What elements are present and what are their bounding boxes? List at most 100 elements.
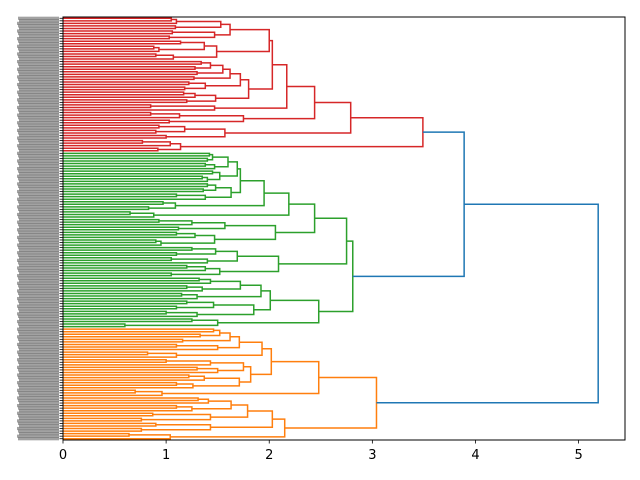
dendrogram-link [207, 250, 239, 262]
leaf-label [19, 309, 59, 313]
leaf-label [18, 429, 59, 433]
leaf-label [18, 161, 59, 166]
leaf-label [17, 59, 59, 64]
dendrogram-link [63, 206, 150, 211]
leaf-label [18, 54, 59, 59]
dendrogram-link [210, 410, 274, 429]
dendrogram-link [63, 226, 180, 231]
leaf-label [19, 263, 59, 268]
leaf-label [17, 212, 59, 217]
dendrogram-link [63, 257, 173, 262]
leaf-label [17, 144, 59, 148]
leaf-label [18, 47, 59, 51]
leaf-label [18, 39, 59, 43]
dendrogram-link [63, 175, 203, 180]
leaf-label [18, 307, 59, 311]
dendrogram-link [160, 234, 216, 244]
dendrogram-link [169, 114, 245, 123]
leaf-label [18, 108, 59, 112]
leaf-label [17, 197, 59, 201]
leaf-label [19, 294, 59, 298]
dendrogram-link [253, 290, 272, 311]
dendrogram-link [63, 99, 188, 104]
dendrogram-link [63, 277, 200, 282]
leaf-label [19, 118, 59, 122]
leaf-label [18, 154, 59, 158]
leaf-label [19, 19, 59, 23]
leaf-label [19, 88, 59, 92]
leaf-label [17, 21, 59, 25]
leaf-label [18, 268, 59, 273]
leaf-label [19, 233, 59, 237]
leaf-label [18, 414, 59, 418]
leaf-label [17, 82, 59, 87]
leaf-label [17, 174, 59, 178]
dendrogram-link [63, 381, 178, 386]
leaf-label [19, 240, 59, 245]
leaf-label [19, 248, 59, 252]
plot-frame [62, 16, 626, 441]
leaf-label [18, 437, 59, 441]
leaf-label [19, 141, 59, 145]
dendrogram-link [318, 240, 354, 313]
leaf-labels [17, 16, 63, 441]
leaf-label [17, 319, 59, 324]
leaf-label [17, 235, 59, 240]
leaf-label [18, 353, 59, 357]
dendrogram-link [63, 246, 193, 251]
leaf-label [18, 169, 59, 173]
leaf-label [19, 80, 59, 84]
dendrogram-link [173, 45, 218, 58]
leaf-label [17, 159, 59, 163]
leaf-label [19, 187, 59, 191]
dendrogram-link [176, 341, 263, 357]
dendrogram-link [63, 193, 178, 198]
leaf-label [17, 205, 59, 209]
leaf-label [17, 98, 59, 102]
dendrogram-link [63, 40, 182, 45]
dendrogram-link [217, 336, 241, 349]
leaf-label [18, 138, 59, 143]
dendrogram-link [63, 139, 144, 144]
x-axis: 0 1 2 3 4 5 [59, 440, 583, 463]
leaf-label [18, 131, 59, 135]
dendrogram-link [63, 412, 154, 417]
leaf-label [18, 299, 59, 303]
leaf-label [19, 225, 59, 229]
dendrogram-link [63, 188, 204, 193]
leaf-label [18, 85, 59, 89]
dendrogram-link [63, 71, 198, 76]
leaf-label [18, 391, 59, 395]
leaf-label [17, 335, 59, 339]
leaf-label [19, 340, 59, 344]
leaf-label [18, 345, 59, 349]
leaf-label [17, 381, 59, 385]
leaf-label [18, 16, 59, 20]
leaf-label [17, 304, 59, 308]
x-tick-label: 0 [59, 448, 67, 463]
dendrogram-link [63, 427, 143, 432]
leaf-label [18, 253, 59, 257]
leaf-label [19, 110, 59, 115]
leaf-label [18, 70, 59, 74]
leaf-label [17, 274, 59, 278]
x-tick-label: 5 [574, 448, 582, 463]
leaf-label [19, 65, 59, 69]
leaf-label [18, 238, 59, 242]
dendrogram-link [63, 374, 190, 379]
leaf-label [17, 289, 59, 293]
leaf-label [19, 103, 59, 107]
dendrogram-link [63, 111, 152, 116]
leaf-label [18, 123, 59, 127]
dendrogram-link [63, 310, 167, 315]
dendrogram-link [214, 224, 277, 241]
dendrogram-link [197, 284, 262, 298]
leaf-label [19, 378, 59, 382]
dendrogram-link [205, 186, 232, 199]
leaf-label [18, 200, 59, 204]
leaf-label [19, 179, 59, 183]
dendrogram-link [63, 292, 183, 297]
leaf-label [19, 256, 59, 260]
dendrogram-link [171, 267, 221, 276]
